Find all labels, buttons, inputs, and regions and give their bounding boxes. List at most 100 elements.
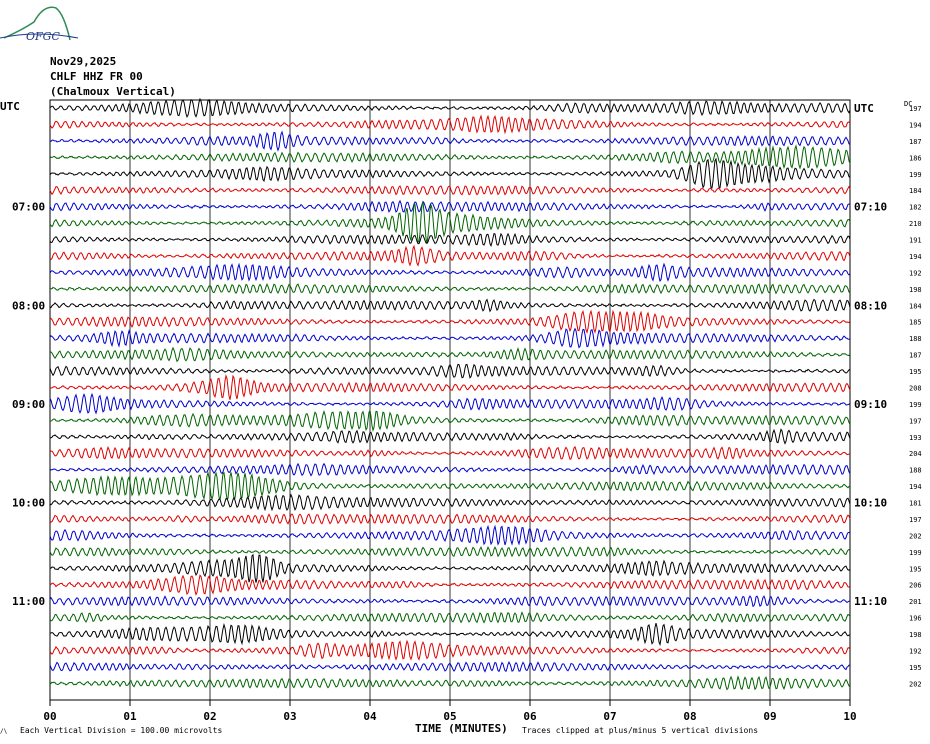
dc-offset-label: 186: [909, 154, 922, 162]
seismic-trace: [49, 545, 851, 558]
dc-offset-label: 202: [909, 532, 922, 540]
seismic-trace: [49, 185, 851, 196]
station-label: CHLF HHZ FR 00: [50, 70, 143, 83]
x-axis-title: TIME (MINUTES): [415, 722, 508, 735]
dc-offset-label: 199: [909, 171, 922, 179]
right-time-label: 08:10: [854, 299, 887, 312]
seismic-trace: [49, 199, 851, 213]
dc-offset-label: 194: [909, 121, 922, 129]
dc-offset-label: 181: [909, 500, 922, 508]
x-tick-label: 05: [443, 710, 456, 723]
dc-offset-label: 206: [909, 582, 922, 590]
x-tick-label: 02: [203, 710, 216, 723]
seismic-trace: [49, 262, 851, 283]
left-time-label: 08:00: [12, 299, 45, 312]
seismic-trace: [49, 675, 851, 691]
left-time-label: 11:00: [12, 595, 45, 608]
clip-note: Traces clipped at plus/minus 5 vertical …: [522, 726, 758, 735]
dc-offset-label: 197: [909, 417, 922, 425]
dc-offset-label: 199: [909, 401, 922, 409]
seismic-trace: [49, 346, 851, 363]
seismic-trace: [49, 428, 851, 445]
seismic-trace: [49, 298, 851, 313]
seismic-trace: [49, 283, 851, 295]
dc-offset-label: 210: [909, 220, 922, 228]
right-time-label: UTC: [854, 102, 874, 115]
vertical-division-note: Each Vertical Division = 100.00 microvol…: [20, 726, 222, 735]
dc-offset-label: 204: [909, 450, 922, 458]
dc-offset-label: 196: [909, 615, 922, 623]
right-time-label: 07:10: [854, 201, 887, 214]
right-time-label: 09:10: [854, 398, 887, 411]
seismic-trace: [49, 409, 851, 433]
x-tick-label: 08: [683, 710, 696, 723]
seismic-trace: [49, 232, 851, 248]
seismic-trace: [49, 130, 851, 152]
dc-offset-label: 188: [909, 335, 922, 343]
seismic-trace: [49, 471, 851, 501]
seismic-trace: [49, 493, 851, 512]
seismic-trace: [49, 445, 851, 460]
dc-offset-label: 188: [909, 467, 922, 475]
seismic-trace: [49, 309, 851, 334]
left-utc-label: UTC: [0, 100, 20, 113]
dc-offset-label: 187: [909, 352, 922, 360]
seismic-trace: [49, 553, 851, 583]
seismic-trace: [49, 202, 851, 244]
dc-offset-label: 195: [909, 368, 922, 376]
x-tick-label: 06: [523, 710, 537, 723]
dc-offset-label: 184: [909, 302, 922, 310]
dc-offset-label: 187: [909, 138, 922, 146]
seismic-trace: [49, 363, 851, 379]
x-tick-label: 01: [123, 710, 137, 723]
seismic-trace: [49, 114, 851, 135]
left-time-label: 10:00: [12, 497, 45, 510]
x-tick-label: 07: [603, 710, 616, 723]
dc-offset-label: 194: [909, 253, 922, 261]
date-label: Nov29,2025: [50, 55, 117, 68]
dc-offset-label: 184: [909, 187, 922, 195]
traces: [49, 97, 851, 691]
dc-offset-label: 197: [909, 105, 922, 113]
seismic-trace: [49, 157, 851, 189]
right-time-label: 10:10: [854, 497, 887, 510]
dc-label: DC: [904, 100, 912, 108]
dc-offset-label: 192: [909, 647, 922, 655]
dc-offset-label: 182: [909, 204, 922, 212]
dc-offset-label: 191: [909, 237, 922, 245]
left-time-label: 09:00: [12, 398, 45, 411]
grid: [49, 99, 851, 706]
left-time-label: 07:00: [12, 201, 45, 214]
dc-offset-label: 198: [909, 286, 922, 294]
x-tick-label: 10: [843, 710, 856, 723]
dc-offset-label: 198: [909, 631, 922, 639]
seismic-trace: [49, 462, 851, 477]
seismic-trace: [49, 144, 851, 170]
ofgc-logo: OFGC: [0, 6, 79, 43]
seismic-trace: [49, 513, 851, 525]
dc-offset-label: 192: [909, 269, 922, 277]
x-tick-label: 04: [363, 710, 377, 723]
x-tick-label: 09: [763, 710, 776, 723]
seismic-trace: [49, 622, 851, 647]
dc-offset-label: 194: [909, 483, 922, 491]
seismic-trace: [49, 639, 851, 661]
dc-offset-label: 193: [909, 434, 922, 442]
seismic-trace: [49, 524, 851, 546]
division-marker: /\: [0, 728, 8, 735]
x-tick-label: 00: [43, 710, 56, 723]
dc-offset-label: 202: [909, 680, 922, 688]
right-time-label: 11:10: [854, 595, 887, 608]
seismic-trace: [49, 327, 851, 349]
dc-offset-label: 185: [909, 319, 922, 327]
logo-text: OFGC: [26, 30, 60, 43]
dc-offset-label: 199: [909, 549, 922, 557]
seismic-trace: [49, 611, 851, 624]
dc-offset-label: 201: [909, 598, 922, 606]
labels: 00 01 02 03 04 05 06 07 08 09 10 197 194 187 186 199 184…: [12, 102, 922, 723]
seismic-trace: [49, 574, 851, 596]
dc-offset-label: 195: [909, 565, 922, 573]
location-label: (Chalmoux Vertical): [50, 85, 176, 98]
dc-offset-label: 208: [909, 384, 922, 392]
